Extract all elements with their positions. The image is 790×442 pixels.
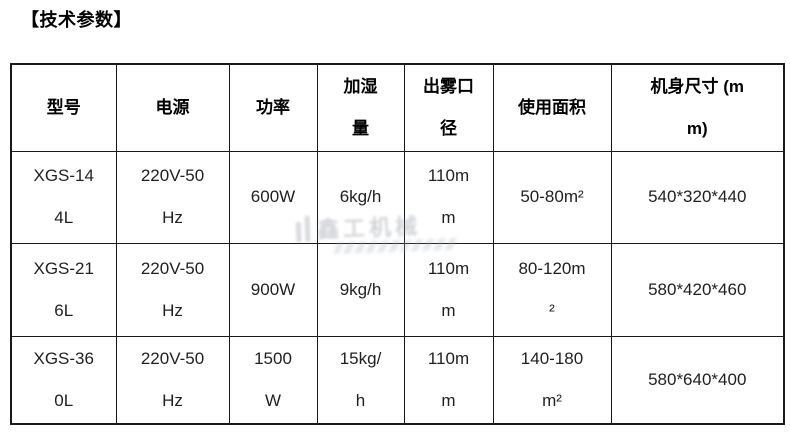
header-rated-power: 功率 [228, 63, 318, 152]
header-model: 型号 [10, 63, 117, 152]
cell-rated-power: 900W [228, 242, 318, 337]
page-title: 【技术参数】 [21, 10, 132, 30]
header-unit-dimensions: 机身尺寸 (m m) [610, 63, 785, 152]
cell-model: XGS-36 0L [10, 335, 117, 425]
header-applicable-area: 使用面积 [492, 63, 612, 152]
cell-dimensions: 580*420*460 [610, 242, 785, 337]
cell-power-source: 220V-50 Hz [115, 335, 230, 425]
cell-dimensions: 540*320*440 [610, 150, 785, 244]
cell-capacity: 15kg/ h [316, 335, 405, 425]
cell-rated-power: 600W [228, 150, 318, 244]
cell-power-source: 220V-50 Hz [115, 242, 230, 337]
cell-model: XGS-14 4L [10, 150, 117, 244]
table-row: XGS-14 4L 220V-50 Hz 600W 6kg/h 110m m 5… [10, 150, 785, 244]
header-row: 型号 电源 功率 加湿 量 出雾口 径 使用面积 机身尺寸 (m m) [10, 63, 785, 152]
cell-dimensions: 580*640*400 [610, 335, 785, 425]
cell-area: 80-120m ² [492, 242, 612, 337]
cell-area: 50-80m² [492, 150, 612, 244]
header-humidifying-capacity: 加湿 量 [316, 63, 405, 152]
cell-outlet: 110m m [403, 335, 494, 425]
cell-rated-power: 1500 W [228, 335, 318, 425]
cell-outlet: 110m m [403, 150, 494, 244]
cell-capacity: 9kg/h [316, 242, 405, 337]
cell-area: 140-180 m² [492, 335, 612, 425]
table-row: XGS-36 0L 220V-50 Hz 1500 W 15kg/ h 110m… [10, 335, 785, 425]
table-row: XGS-21 6L 220V-50 Hz 900W 9kg/h 110m m 8… [10, 242, 785, 337]
cell-power-source: 220V-50 Hz [115, 150, 230, 244]
header-mist-outlet-diameter: 出雾口 径 [403, 63, 494, 152]
cell-outlet: 110m m [403, 242, 494, 337]
cell-model: XGS-21 6L [10, 242, 117, 337]
header-power-source: 电源 [115, 63, 230, 152]
cell-capacity: 6kg/h [316, 150, 405, 244]
spec-table: 型号 电源 功率 加湿 量 出雾口 径 使用面积 机身尺寸 (m m) XGS-… [10, 63, 785, 425]
